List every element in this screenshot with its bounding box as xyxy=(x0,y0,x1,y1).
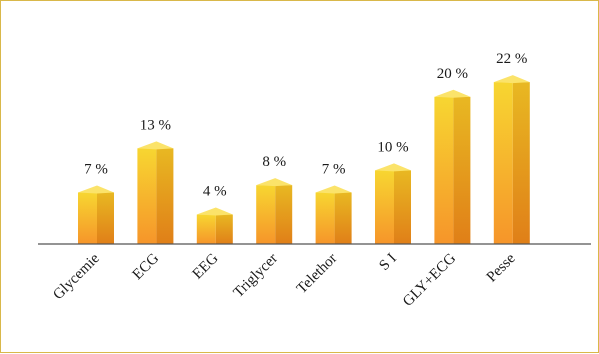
bar-front xyxy=(493,82,513,244)
value-label: 7 % xyxy=(322,161,346,177)
category-label: GLY+ECG xyxy=(400,250,459,309)
bar-side xyxy=(97,192,114,244)
bar-side xyxy=(453,96,471,244)
bar-front xyxy=(256,185,276,244)
bar-pesse xyxy=(493,75,530,244)
category-label: Telethor xyxy=(294,251,341,298)
value-label: 22 % xyxy=(496,51,527,67)
bar-gly-ecg xyxy=(434,89,471,244)
bar-side xyxy=(394,170,411,244)
bar-top xyxy=(196,207,233,216)
bar-side xyxy=(334,192,352,244)
bar-top xyxy=(137,141,174,150)
value-label: 8 % xyxy=(262,154,286,170)
bar-front xyxy=(434,96,454,244)
bars-group xyxy=(78,75,530,244)
value-label: 20 % xyxy=(437,66,468,82)
bar-top xyxy=(315,185,352,194)
bar-top xyxy=(78,185,114,194)
bar-s-i xyxy=(375,163,411,244)
bar-top xyxy=(493,75,530,84)
bar-glycemie xyxy=(78,185,114,244)
bar-side xyxy=(512,82,530,244)
bar-side xyxy=(275,185,293,244)
bar-top xyxy=(256,178,293,187)
bar-front xyxy=(375,170,394,244)
bar-side xyxy=(156,148,174,244)
value-label: 10 % xyxy=(377,139,408,155)
bar-front xyxy=(196,214,216,244)
bar-front xyxy=(315,192,335,244)
bar-eeg xyxy=(196,207,233,244)
value-label: 7 % xyxy=(84,161,108,177)
category-label: Pesse xyxy=(484,250,519,285)
category-label: S I xyxy=(376,251,399,274)
bar-triglycer xyxy=(256,178,293,244)
category-label: Glycemie xyxy=(50,250,103,303)
bar-telethor xyxy=(315,185,352,244)
bar-top xyxy=(375,163,411,172)
value-label: 13 % xyxy=(140,117,171,133)
bar-front xyxy=(78,192,97,244)
bar-side xyxy=(215,214,233,244)
category-label: EEG xyxy=(190,250,222,282)
category-label: Triglycer xyxy=(231,251,281,301)
category-label: ECG xyxy=(130,250,163,283)
bar-ecg xyxy=(137,141,174,244)
value-label: 4 % xyxy=(203,184,227,200)
bar-top xyxy=(434,89,471,98)
bar-front xyxy=(137,148,157,244)
